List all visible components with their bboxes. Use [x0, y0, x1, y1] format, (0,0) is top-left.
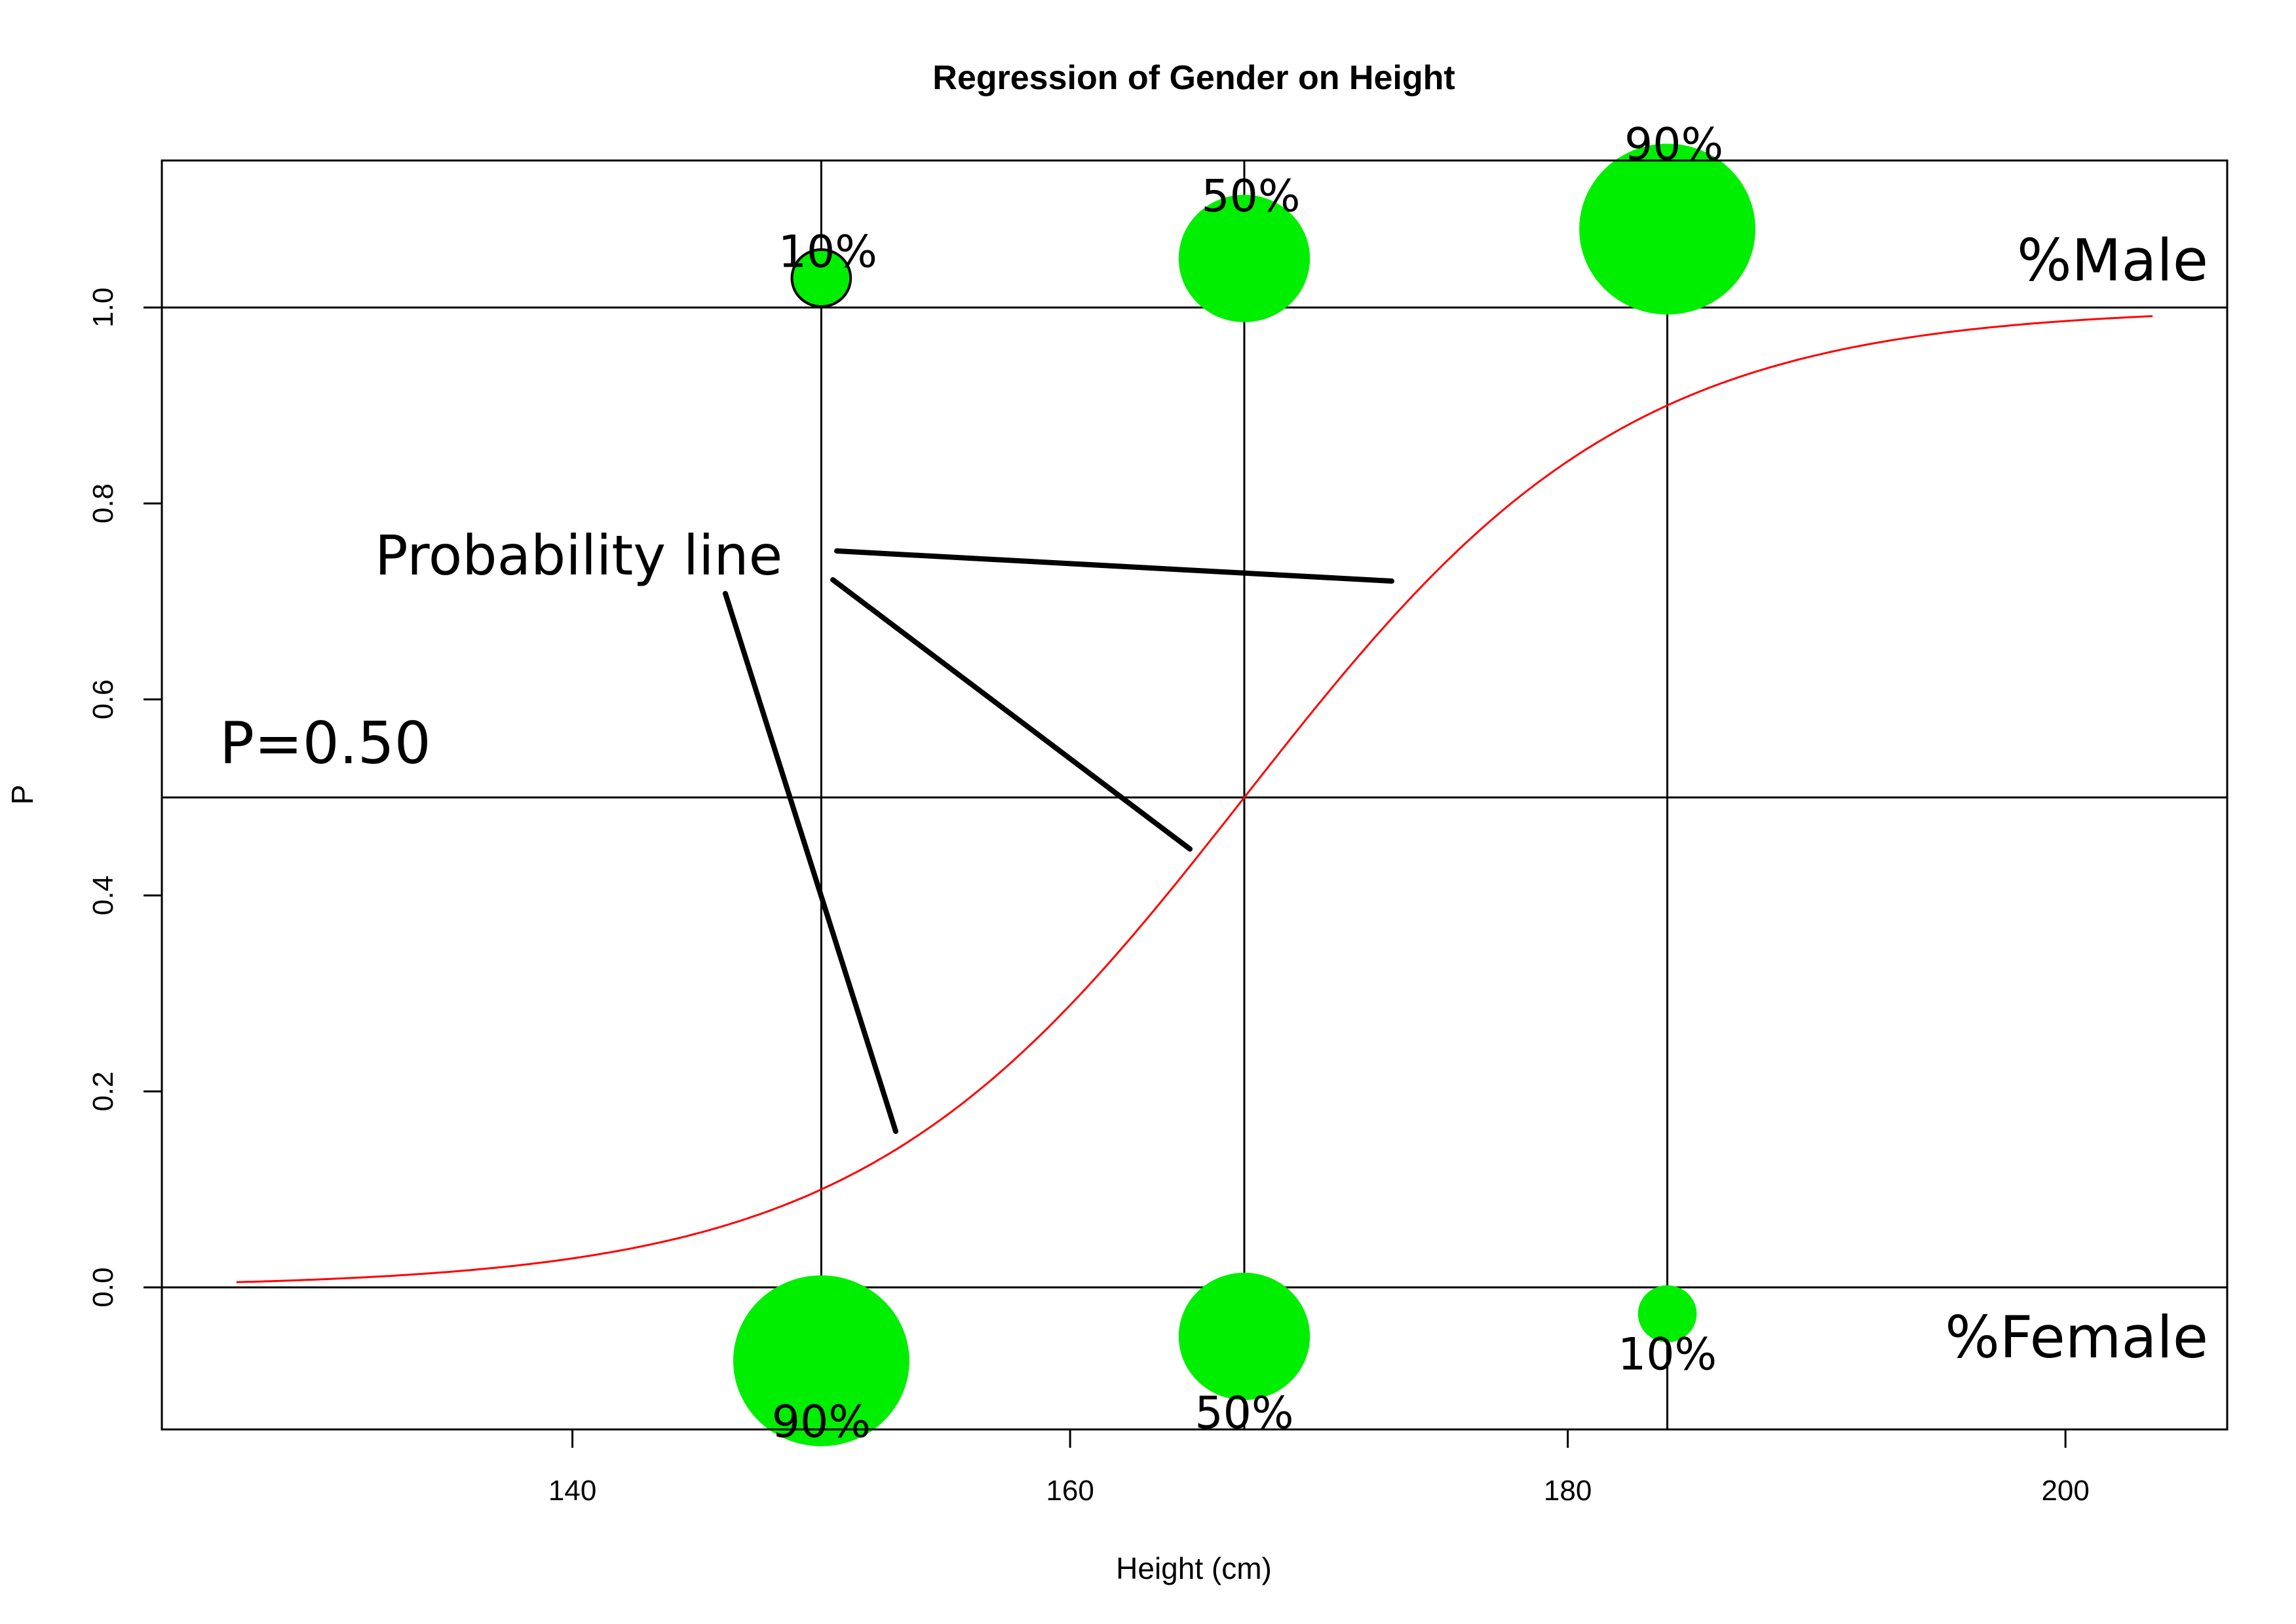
plot-frame — [161, 159, 2229, 1431]
male-label: %Male — [2017, 227, 2208, 294]
x-tick-label-200: 200 — [2041, 1475, 2089, 1507]
p-label: P=0.50 — [220, 709, 431, 777]
y-axis-label: P — [5, 785, 39, 805]
female-bubble-label-150: 90% — [772, 1397, 871, 1448]
y-tick-label-0-4: 0.4 — [87, 875, 119, 915]
female-bubble-184 — [1637, 1285, 1697, 1342]
y-tick-label-1: 1.0 — [87, 288, 119, 328]
y-tick-label-0-2: 0.2 — [87, 1071, 119, 1111]
annotations: %Male %Female P=0.50 Probability line — [220, 227, 2208, 1371]
female-bubble-label-184: 10% — [1618, 1329, 1717, 1380]
pointer-line-upper — [834, 548, 1394, 584]
x-tick-label-180: 180 — [1544, 1475, 1592, 1507]
axes: 140 160 180 200 0.0 0.2 0.4 0.6 0.8 1.0 — [87, 288, 2090, 1507]
female-bubble-167 — [1178, 1272, 1311, 1401]
male-bubble-label-167: 50% — [1201, 170, 1300, 222]
male-bubble-label-150: 10% — [778, 227, 877, 278]
x-tick-label-140: 140 — [548, 1475, 596, 1507]
pointer-line-middle — [830, 577, 1193, 852]
x-axis-label: Height (cm) — [1116, 1551, 1272, 1585]
y-tick-label-0-8: 0.8 — [87, 483, 119, 523]
male-bubble-label-184: 90% — [1624, 119, 1723, 170]
probability-line-label: Probability line — [375, 523, 782, 588]
male-bubble-184 — [1579, 143, 1755, 315]
plot-area: 10% 50% 90% 90% 50% 10% — [162, 119, 2227, 1448]
x-tick-label-160: 160 — [1046, 1475, 1094, 1507]
y-tick-label-0-6: 0.6 — [87, 679, 119, 719]
y-tick-label-0: 0.0 — [87, 1268, 119, 1308]
female-bubble-label-167: 50% — [1195, 1388, 1293, 1439]
pointer-line-lower — [723, 591, 898, 1134]
male-bubble-167 — [1178, 195, 1311, 322]
chart-title: Regression of Gender on Height — [932, 59, 1455, 97]
probability-curve — [236, 315, 2153, 1283]
female-bubble-150 — [733, 1275, 909, 1446]
male-bubble-150 — [790, 248, 852, 308]
female-label: %Female — [1945, 1304, 2208, 1371]
